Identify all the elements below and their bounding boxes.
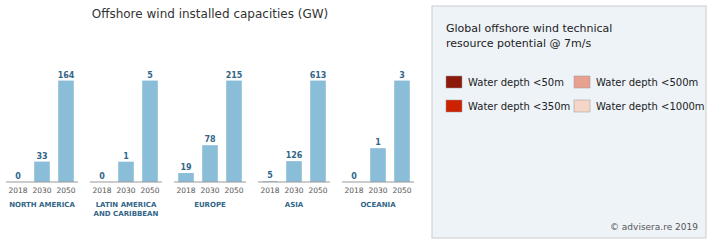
tick-label: 2030 xyxy=(32,186,51,195)
title: Offshore wind installed capacities (GW) xyxy=(92,7,329,21)
tick-label: 2030 xyxy=(200,186,219,195)
tick-label: 2018 xyxy=(8,186,27,195)
legend-entry: Water depth <500m xyxy=(596,77,698,88)
tick-label: 2018 xyxy=(344,186,363,195)
tick-label: 2030 xyxy=(368,186,387,195)
tick-label: 2030 xyxy=(284,186,303,195)
axis-label: NORTH AMERICA xyxy=(9,201,75,209)
data-label: 19 xyxy=(180,163,192,172)
legend-swatch xyxy=(574,76,590,88)
bars xyxy=(178,81,242,182)
baseline xyxy=(6,182,78,183)
data-label: 3 xyxy=(399,71,405,80)
bar xyxy=(370,148,386,182)
map-panel: Global offshore wind technical resource p… xyxy=(432,6,706,238)
tick-label: 2018 xyxy=(92,186,111,195)
data-label: 126 xyxy=(286,151,303,160)
data-label: 613 xyxy=(310,71,327,80)
tick-label: 2050 xyxy=(56,186,75,195)
map-area xyxy=(432,6,706,238)
annotation: © advisera.re 2019 xyxy=(610,222,698,232)
text-line: AND CARIBBEAN xyxy=(94,210,159,218)
data-label: 215 xyxy=(226,71,243,80)
axis-label: EUROPE xyxy=(194,201,226,209)
axis-label: LATIN AMERICAAND CARIBBEAN xyxy=(94,201,159,218)
bars xyxy=(262,81,326,182)
bar xyxy=(226,81,242,182)
legend-entry: Water depth <350m xyxy=(468,101,570,112)
data-label: 5 xyxy=(147,71,153,80)
text-line: NORTH AMERICA xyxy=(9,201,75,209)
bars xyxy=(118,81,158,182)
legend-entry: Water depth <50m xyxy=(468,77,564,88)
bars xyxy=(34,81,74,182)
bar-panel: 0 2018 1 2030 3 2050 OCEANIA xyxy=(342,71,414,209)
bar-panel: 19 2018 78 2030 215 2050 EUROPE xyxy=(174,71,246,209)
tick-label: 2018 xyxy=(176,186,195,195)
data-label: 1 xyxy=(123,152,129,161)
text-line: EUROPE xyxy=(194,201,226,209)
text-line: OCEANIA xyxy=(360,201,396,209)
bar xyxy=(34,162,50,182)
tick-label: 2050 xyxy=(140,186,159,195)
data-label: 164 xyxy=(58,71,75,80)
bar xyxy=(394,81,410,182)
baseline xyxy=(90,182,162,183)
baseline xyxy=(258,182,330,183)
text-line: resource potential @ 7m/s xyxy=(446,37,591,50)
legend-swatch xyxy=(574,100,590,112)
tick-label: 2050 xyxy=(392,186,411,195)
data-label: 33 xyxy=(36,152,47,161)
tick-label: 2018 xyxy=(260,186,279,195)
tick-label: 2050 xyxy=(224,186,243,195)
baseline xyxy=(342,182,414,183)
bar xyxy=(286,161,302,182)
tick-label: 2030 xyxy=(116,186,135,195)
bar xyxy=(118,162,134,182)
data-label: 0 xyxy=(351,172,357,181)
text-line: Global offshore wind technical xyxy=(446,22,612,35)
baseline xyxy=(174,182,246,183)
bar xyxy=(202,145,218,182)
bar xyxy=(142,81,158,182)
data-label: 0 xyxy=(99,172,105,181)
bars xyxy=(370,81,410,182)
text-line: ASIA xyxy=(285,201,304,209)
legend-entry: Water depth <1000m xyxy=(596,101,705,112)
bar xyxy=(58,81,74,182)
axis-label: ASIA xyxy=(285,201,304,209)
background xyxy=(0,0,712,244)
legend-swatch xyxy=(446,100,462,112)
bar xyxy=(178,173,194,182)
bar-panel: 5 2018 126 2030 613 2050 ASIA xyxy=(258,71,330,209)
legend-swatch xyxy=(446,76,462,88)
figure: Offshore wind installed capacities (GW) 0… xyxy=(0,0,712,244)
data-label: 1 xyxy=(375,138,381,147)
bar xyxy=(310,81,326,182)
data-label: 5 xyxy=(267,171,273,180)
text-line: LATIN AMERICA xyxy=(96,201,157,209)
axis-label: OCEANIA xyxy=(360,201,396,209)
tick-label: 2050 xyxy=(308,186,327,195)
legend-title: Global offshore wind technical resource p… xyxy=(446,22,612,50)
bar-panel: 0 2018 33 2030 164 2050 NORTH AMERICA xyxy=(6,71,78,209)
bar-panel: 0 2018 1 2030 5 2050 LATIN AMERICAAND CARIBBEA… xyxy=(90,71,162,218)
data-label: 0 xyxy=(15,172,21,181)
data-label: 78 xyxy=(204,135,216,144)
